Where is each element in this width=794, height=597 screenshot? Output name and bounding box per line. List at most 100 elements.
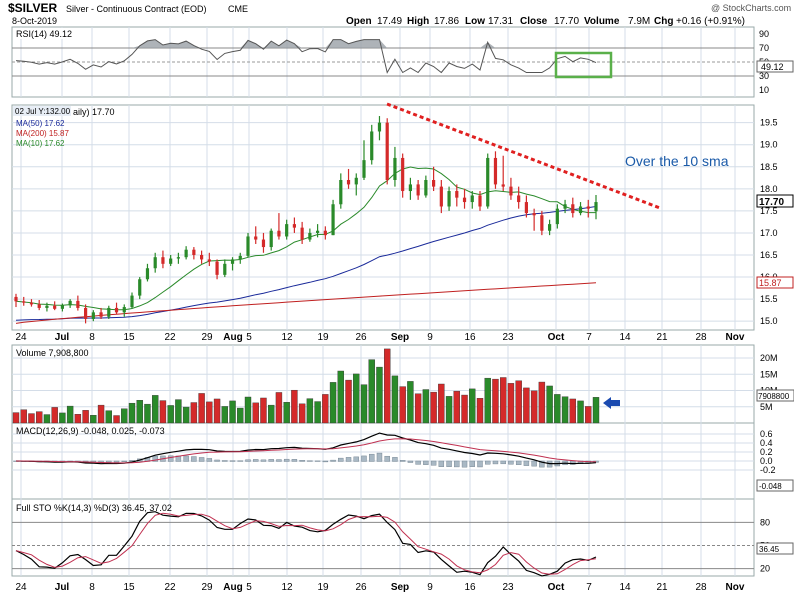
price-bar <box>14 293 18 308</box>
x-tick-bottom: 28 <box>695 582 707 592</box>
volume-label: Volume <box>584 16 620 27</box>
price-bar-body <box>254 236 258 240</box>
price-bar-body <box>493 157 498 185</box>
macd-histogram-bar <box>407 460 414 463</box>
x-tick-top: 16 <box>464 332 476 343</box>
x-tick-top: Jul <box>55 332 70 343</box>
macd-histogram-bar <box>167 455 174 462</box>
price-bar-body <box>68 300 72 306</box>
macd-histogram-bar <box>376 452 383 462</box>
sto-tick: 20 <box>760 564 770 574</box>
x-tick-top: 22 <box>164 332 176 343</box>
price-bar-body <box>563 204 567 209</box>
price-bar <box>285 219 289 240</box>
x-tick-bottom: 5 <box>246 582 252 592</box>
price-bar-body <box>22 301 26 303</box>
volume-bar <box>229 400 236 424</box>
volume-bar <box>461 394 468 424</box>
x-tick-bottom: Jul <box>55 582 70 592</box>
x-tick-bottom: 29 <box>201 582 213 592</box>
volume-bar <box>345 379 352 424</box>
price-bar-body <box>316 230 320 233</box>
price-bar <box>540 210 544 236</box>
price-bar-body <box>60 305 64 309</box>
macd-histogram-bar <box>523 460 530 466</box>
macd-histogram-bar <box>446 460 452 467</box>
x-tick-top: Sep <box>391 332 409 343</box>
volume-bar <box>507 383 515 424</box>
price-bar-body <box>138 279 142 296</box>
price-tick: 19.0 <box>760 140 778 150</box>
price-value-tag <box>756 194 794 208</box>
chg-label: Chg <box>654 16 673 27</box>
price-bar <box>362 140 366 180</box>
price-bar <box>192 247 196 260</box>
price-bar-body <box>238 255 242 260</box>
rsi-tick: 70 <box>759 43 769 53</box>
macd-histogram-bar <box>322 460 329 463</box>
price-bar-body <box>277 230 281 237</box>
price-bar-body <box>571 204 575 214</box>
sto-tick: 80 <box>760 517 770 527</box>
price-bar-body <box>517 195 521 203</box>
x-tick-bottom: Nov <box>726 582 745 592</box>
macd-histogram-bar <box>191 456 197 462</box>
ohlc-summary: Open 17.49 High 17.86 Low 17.31 Close 17… <box>346 16 745 27</box>
x-tick-bottom: 19 <box>317 582 329 592</box>
price-bar-body <box>14 296 18 302</box>
volume-value-tag <box>756 389 794 402</box>
price-bar-body <box>501 184 505 187</box>
x-tick-bottom: 15 <box>123 582 135 592</box>
x-tick-top: 19 <box>317 332 329 343</box>
volume-bar <box>291 389 298 424</box>
price-bar-body <box>401 157 405 192</box>
price-bar <box>370 124 374 165</box>
x-tick-bottom: Aug <box>223 582 242 592</box>
price-bar-body <box>594 202 598 212</box>
volume-bar <box>538 381 546 424</box>
ma10-line <box>15 166 596 311</box>
price-bar <box>68 299 72 308</box>
volume-bar <box>90 415 97 424</box>
macd-histogram-bar <box>469 460 475 467</box>
price-bar-body <box>447 191 451 207</box>
rsi-layer: 9070503010 <box>12 29 769 95</box>
volume-bar <box>476 398 484 424</box>
price-bar <box>524 195 528 218</box>
macd-histogram-bar <box>515 460 522 465</box>
macd-tick: 0.6 <box>760 429 773 439</box>
price-bar-body <box>200 255 204 260</box>
macd-histogram-bar <box>121 460 127 462</box>
ma200-value-tag <box>756 276 794 289</box>
volume-tick: 5M <box>760 402 773 412</box>
volume-bar <box>430 391 437 424</box>
macd-histogram-bar <box>276 459 282 462</box>
price-bar-body <box>53 305 57 309</box>
price-bar <box>439 180 443 214</box>
volume-bar <box>105 410 113 424</box>
volume-bar <box>221 406 229 424</box>
macd-histogram-bar <box>539 460 545 468</box>
macd-histogram-bar <box>361 455 367 462</box>
macd-histogram-bar <box>338 457 344 462</box>
macd-histogram-bar <box>454 460 460 468</box>
price-bar-body <box>84 307 88 319</box>
volume-bar <box>492 378 499 424</box>
x-tick-bottom: 23 <box>502 582 514 592</box>
price-bar-body <box>246 236 250 256</box>
price-bar-body <box>540 215 544 231</box>
volume-bar <box>82 410 89 424</box>
x-tick-top: 24 <box>15 332 27 343</box>
volume-bar <box>66 405 74 424</box>
price-bar-body <box>107 307 111 317</box>
macd-tick: 0.2 <box>760 447 773 457</box>
volume-bar <box>322 394 329 424</box>
price-bar <box>184 246 188 260</box>
volume-bar <box>399 386 406 424</box>
price-bar <box>432 166 436 192</box>
low-value: 17.31 <box>488 16 513 27</box>
volume-bar <box>206 401 213 424</box>
volume-bar <box>182 406 190 424</box>
price-bar <box>571 197 575 218</box>
